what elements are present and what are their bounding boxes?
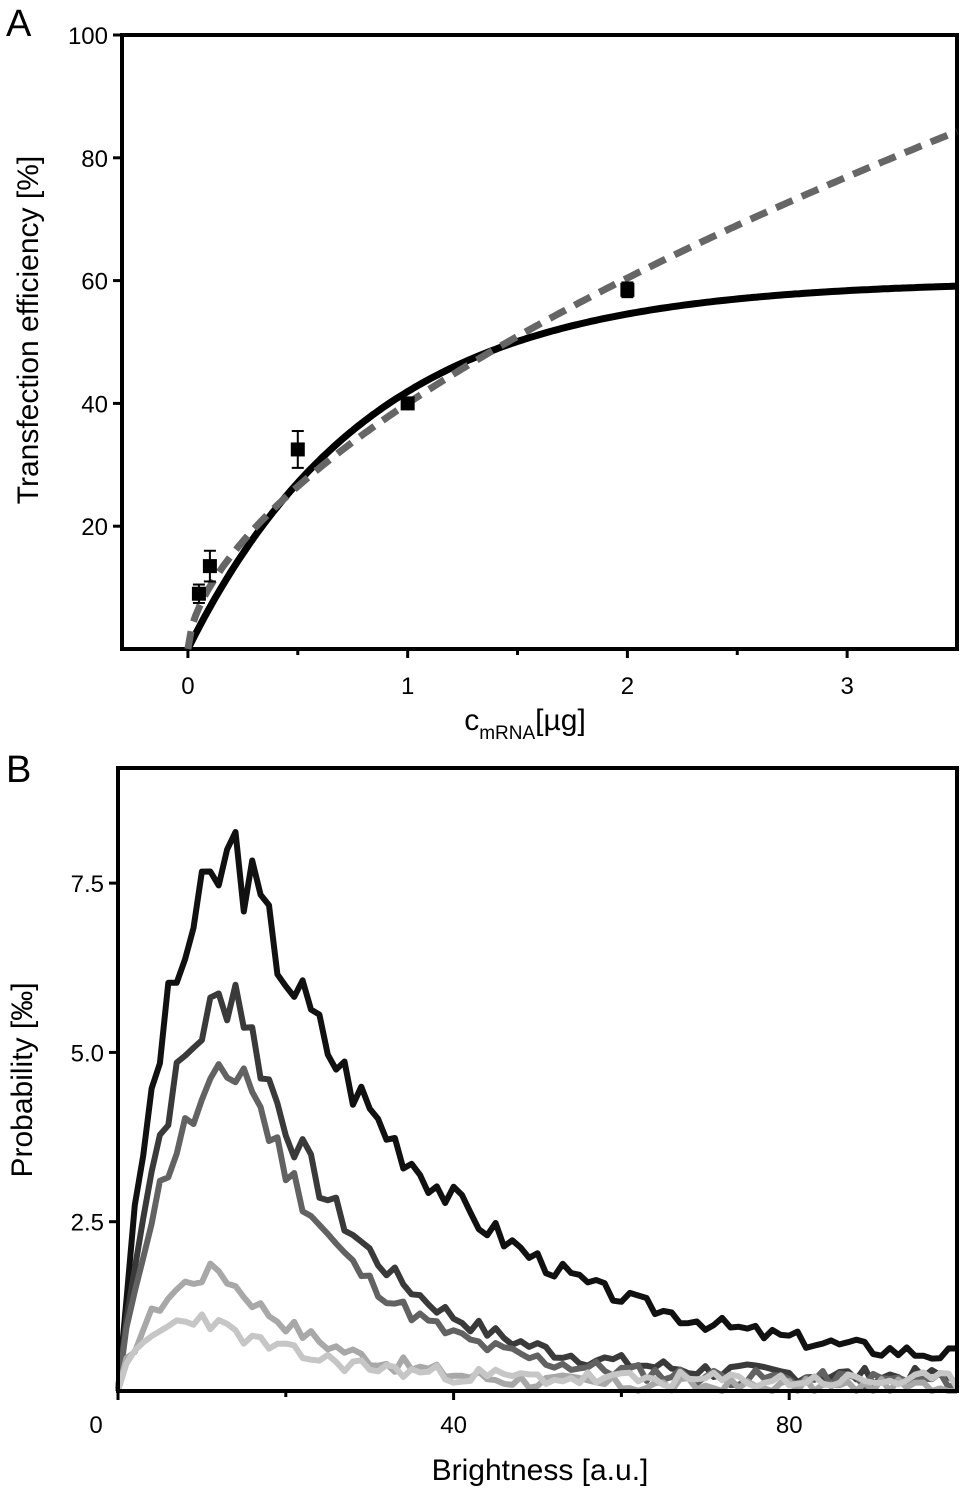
panel-b-y-axis-title: Probability [‰] xyxy=(6,982,39,1177)
panel-b-x-tick-label: 80 xyxy=(776,1412,803,1439)
panel-a-y-tick-label: 20 xyxy=(81,514,108,541)
panel-a-x-axis-title-subscript: mRNA xyxy=(479,723,535,744)
panel-a-y-tick-label: 40 xyxy=(81,391,108,418)
panel-a-data-points xyxy=(191,281,635,604)
panel-a-data-point xyxy=(202,559,217,574)
panel-a-ticks: 0 1 2 3 20 40 60 80 100 xyxy=(68,23,854,700)
panel-a-y-tick-label: 100 xyxy=(68,23,108,50)
panel-a-fit-curves xyxy=(184,128,959,651)
panel-a-data-point xyxy=(620,282,635,297)
panel-a-y-axis-title: Transfection efficiency [%] xyxy=(12,156,45,505)
panel-a-x-axis-title-main: c xyxy=(464,704,479,737)
panel-a-x-tick-label: 1 xyxy=(401,673,414,700)
panel-a-x-tick-label: 0 xyxy=(181,673,194,700)
panel-a-fit-solid xyxy=(184,282,958,651)
panel-a: A 0 1 2 3 20 40 60 80 100 Transfection efficienc… xyxy=(6,3,959,744)
panel-a-x-axis-title: cmRNA[µg] xyxy=(464,704,586,744)
panel-a-x-axis-title-unit: [µg] xyxy=(535,704,586,737)
panel-a-x-tick-label: 2 xyxy=(621,673,634,700)
panel-b-plot-frame xyxy=(116,766,959,1393)
panel-b-x-tick-label: 40 xyxy=(440,1412,467,1439)
panel-a-data-point xyxy=(191,586,206,601)
panel-a-data-point xyxy=(400,396,415,411)
panel-a-plot-frame xyxy=(120,33,959,651)
panel-b-y-tick-label: 2.5 xyxy=(71,1210,104,1237)
panel-a-data-point xyxy=(290,442,305,457)
panel-b-y-tick-label: 7.5 xyxy=(71,871,104,898)
panel-b-series-line-2 xyxy=(115,981,959,1392)
panel-a-y-tick-label: 80 xyxy=(81,146,108,173)
panel-a-y-tick-label: 60 xyxy=(81,269,108,296)
panel-b-series xyxy=(115,829,960,1394)
panel-a-x-tick-label: 3 xyxy=(840,673,853,700)
panel-a-fit-dashed xyxy=(184,128,959,650)
panel-b-letter: B xyxy=(6,749,31,791)
panel-b: B 0 40 80 2.5 5.0 7.5 Probability [‰] Brightn… xyxy=(6,749,960,1487)
panel-b-series-line-1 xyxy=(115,829,958,1392)
panel-b-ticks: 0 40 80 2.5 5.0 7.5 xyxy=(71,871,803,1439)
panel-b-x-axis-title: Brightness [a.u.] xyxy=(432,1454,649,1487)
panel-b-series-line-4 xyxy=(115,1260,957,1394)
panel-b-x-tick-label: 0 xyxy=(89,1412,102,1439)
panel-b-series-line-5 xyxy=(115,1311,960,1392)
panel-a-letter: A xyxy=(6,3,32,45)
panel-b-y-tick-label: 5.0 xyxy=(71,1040,104,1067)
